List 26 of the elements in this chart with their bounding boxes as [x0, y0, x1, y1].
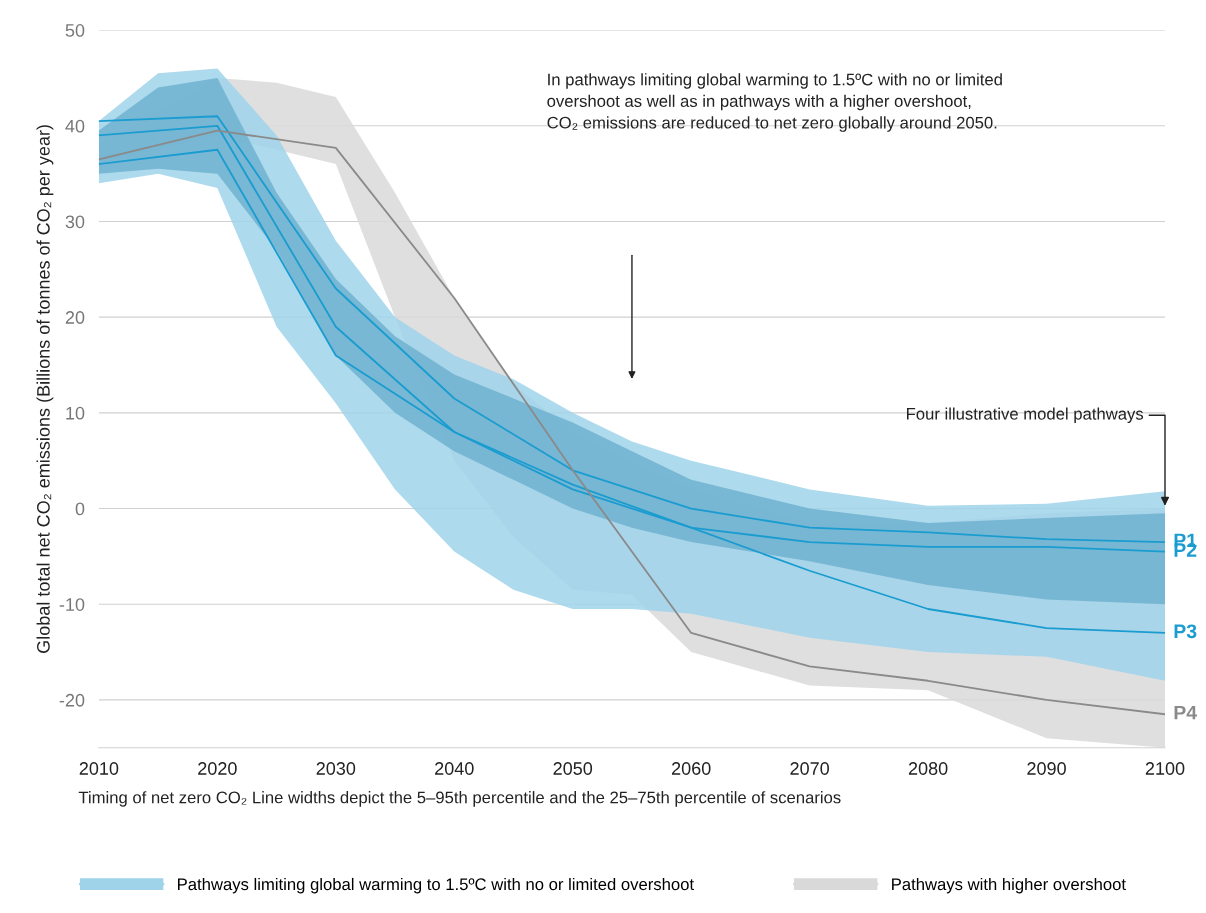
x-tick-label: 2060 [672, 762, 711, 775]
y-tick-label: 50 [65, 24, 85, 37]
y-tick-label: 20 [65, 311, 85, 324]
y-tick-label: 40 [65, 119, 85, 133]
x-tick-label: 2010 [79, 762, 119, 775]
y-tick-label: 0 [75, 502, 85, 516]
x-tick-label: 2050 [553, 762, 593, 775]
x-tick-label: 2080 [908, 762, 948, 775]
x-tick-label: 2070 [790, 762, 830, 775]
series-label: P3 [1174, 624, 1197, 639]
y-tick-label: -10 [59, 598, 85, 611]
x-tick-label: 2020 [198, 762, 237, 775]
y-tick-label: -20 [59, 693, 85, 707]
y-tick-label: 30 [65, 215, 85, 229]
series-label: P4 [1174, 705, 1197, 720]
y-axis-title: Global total net CO₂ emissions (Billions of tonnes of CO₂ per year) [36, 125, 54, 653]
y-tick-label: 10 [66, 406, 85, 420]
legend-label: Pathways with higher overshoot [892, 877, 1126, 894]
x-tick-label: 2030 [316, 762, 356, 775]
legend-label: Pathways limiting global warming to 1.5ºC with no or limited overshoot [178, 877, 694, 894]
x-tick-label: 2040 [435, 762, 474, 775]
x-tick-label: 2090 [1027, 762, 1066, 775]
x-tick-label: 2100 [1145, 762, 1185, 775]
annotation: Four illustrative model pathways [906, 407, 1144, 424]
annotation: In pathways limiting global warming to 1.5ºC with no or limited overshoot as well as in pathways with a higher overshoot, CO₂ emissions are reduced to net zero globally around 2050. [547, 73, 1002, 132]
text: Timing of net zero CO₂ Line widths depict the 5–95th percentile and the 25–75th percentile of scenarios [78, 791, 841, 807]
